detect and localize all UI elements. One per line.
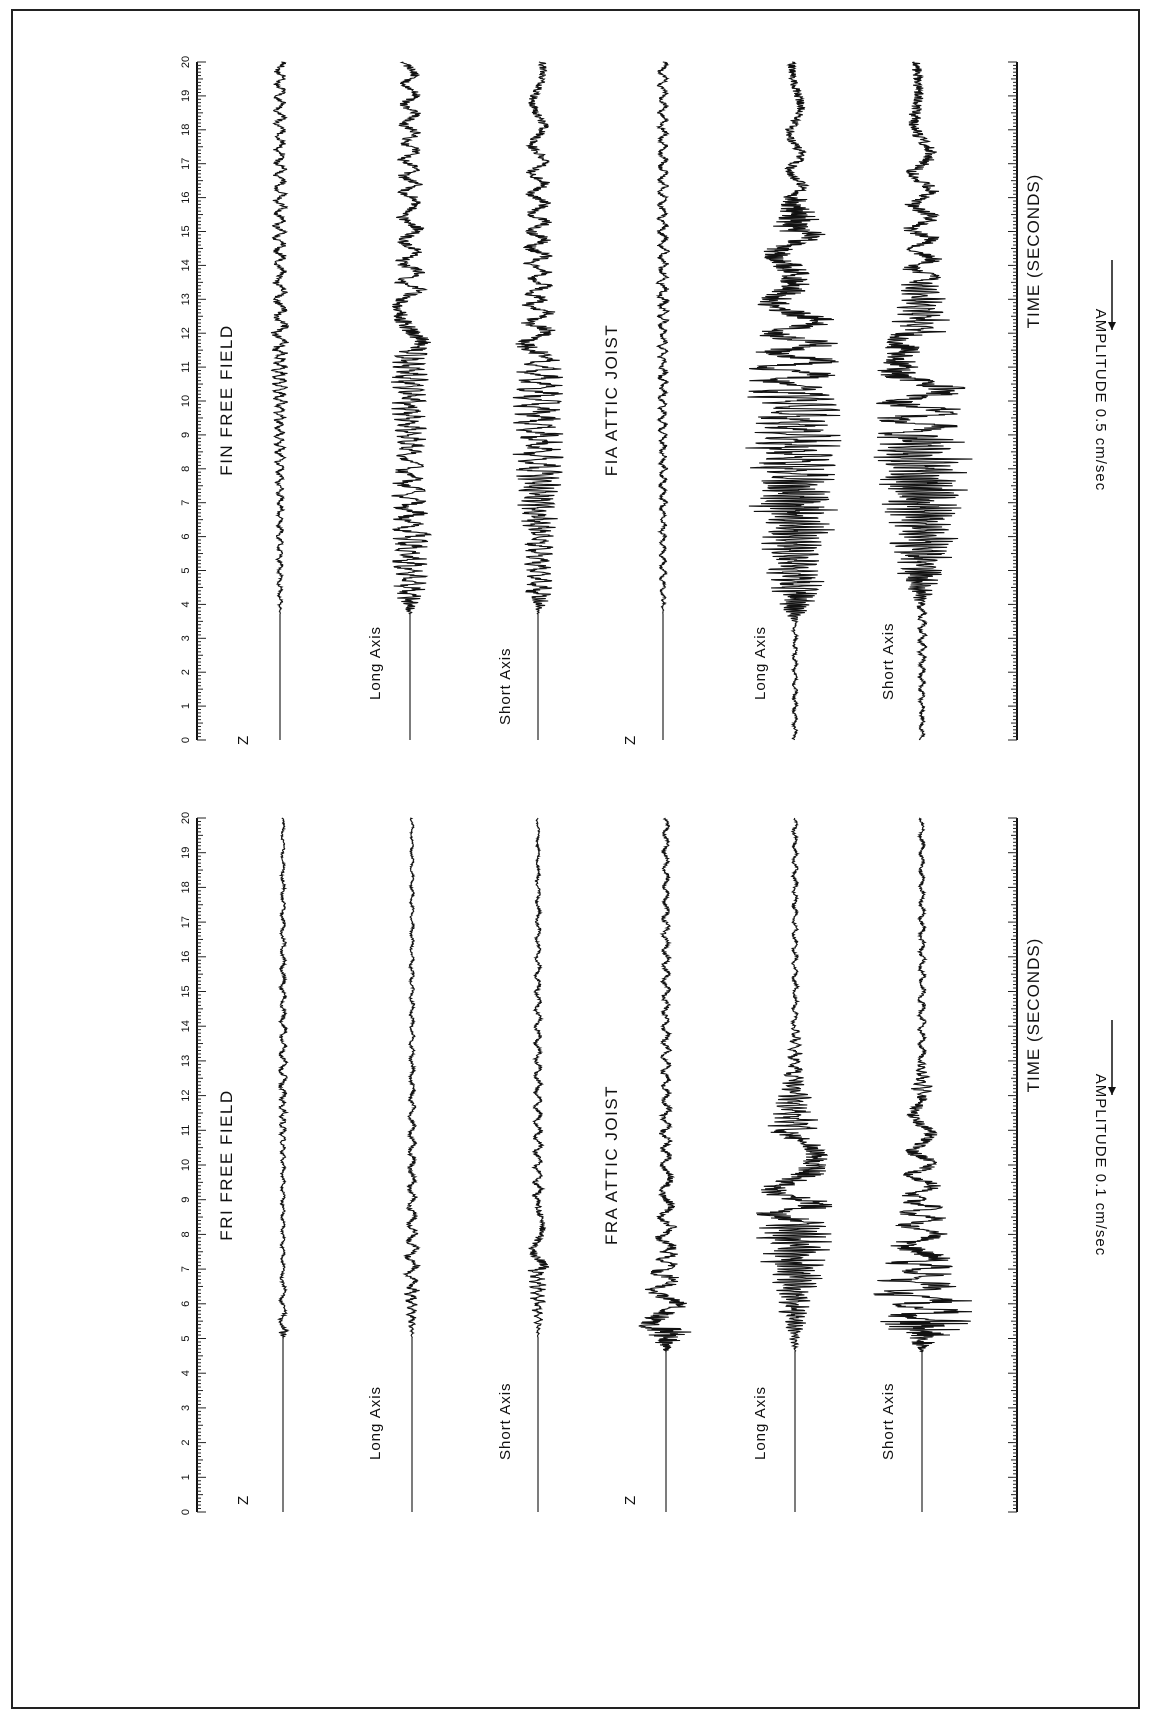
time-tick-label: 17 [180, 916, 192, 928]
time-tick-label: 9 [180, 1197, 192, 1203]
time-tick-label: 16 [180, 951, 192, 963]
time-tick-label: 14 [180, 259, 192, 271]
time-tick-label: 7 [180, 500, 192, 506]
amplitude-scale-arrowhead [1108, 322, 1116, 330]
amplitude-scale-label: AMPLITUDE 0.1 cm/sec [1092, 1074, 1109, 1257]
time-tick-label: 11 [180, 1125, 192, 1136]
trace-waveform [402, 817, 421, 1512]
trace-component-label: Z [622, 735, 639, 745]
time-axis-label: TIME (SECONDS) [1024, 174, 1043, 329]
time-tick-label: 13 [180, 293, 192, 305]
trace-waveform [390, 61, 433, 740]
time-tick-label: 19 [180, 847, 192, 859]
page-border [11, 9, 1140, 1709]
time-tick-label: 1 [180, 703, 192, 709]
time-tick-label: 8 [180, 466, 192, 472]
time-tick-label: 0 [180, 1509, 192, 1515]
time-tick-label: 2 [180, 1440, 192, 1446]
time-tick-label: 13 [180, 1055, 192, 1067]
time-tick-label: 3 [180, 1405, 192, 1411]
time-axis-label: TIME (SECONDS) [1024, 938, 1043, 1093]
trace-component-label: Z [235, 735, 252, 745]
time-tick-label: 15 [180, 985, 192, 997]
time-tick-label: 5 [180, 567, 192, 573]
trace-waveform [756, 817, 833, 1512]
trace-waveform [527, 817, 550, 1512]
time-tick-label: 20 [180, 56, 192, 68]
trace-component-label: Short Axis [880, 622, 897, 700]
time-tick-label: 17 [180, 158, 192, 170]
trace-component-label: Short Axis [880, 1382, 897, 1460]
time-tick-label: 3 [180, 635, 192, 641]
time-tick-label: 2 [180, 669, 192, 675]
time-tick-label: 19 [180, 90, 192, 102]
time-tick-label: 14 [180, 1020, 192, 1032]
trace-component-label: Short Axis [497, 647, 514, 725]
amplitude-scale-arrowhead [1108, 1087, 1116, 1095]
time-tick-label: 4 [180, 601, 192, 607]
trace-waveform [270, 61, 289, 740]
time-tick-label: 6 [180, 534, 192, 540]
trace-component-label: Long Axis [752, 626, 769, 700]
time-tick-label: 20 [180, 812, 192, 824]
time-tick-label: 4 [180, 1370, 192, 1376]
time-tick-label: 10 [180, 1159, 192, 1171]
trace-component-label: Long Axis [752, 1386, 769, 1460]
time-tick-label: 7 [180, 1266, 192, 1272]
time-tick-label: 6 [180, 1301, 192, 1307]
time-tick-label: 16 [180, 191, 192, 203]
time-tick-label: 18 [180, 881, 192, 893]
trace-component-label: Z [622, 1495, 639, 1505]
station-name-label: FRA ATTIC JOIST [602, 1085, 621, 1245]
trace-waveform [655, 61, 671, 740]
time-tick-label: 8 [180, 1231, 192, 1237]
trace-component-label: Long Axis [367, 626, 384, 700]
trace-waveform [277, 817, 290, 1512]
trace-waveform [745, 61, 842, 741]
station-name-label: FRI FREE FIELD [217, 1089, 236, 1240]
trace-waveform [873, 817, 973, 1512]
time-tick-label: 9 [180, 432, 192, 438]
time-tick-label: 11 [180, 361, 192, 372]
trace-component-label: Short Axis [497, 1382, 514, 1460]
trace-component-label: Long Axis [367, 1386, 384, 1460]
time-tick-label: 5 [180, 1335, 192, 1341]
time-tick-label: 12 [180, 1089, 192, 1101]
time-tick-label: 15 [180, 225, 192, 237]
amplitude-scale-label: AMPLITUDE 0.5 cm/sec [1092, 309, 1109, 492]
time-tick-label: 18 [180, 124, 192, 136]
trace-waveform [512, 61, 564, 740]
time-tick-label: 1 [180, 1474, 192, 1480]
time-tick-label: 0 [180, 737, 192, 743]
station-name-label: FIN FREE FIELD [217, 324, 236, 475]
trace-waveform [873, 61, 973, 741]
time-tick-label: 10 [180, 395, 192, 407]
trace-component-label: Z [235, 1495, 252, 1505]
time-tick-label: 12 [180, 327, 192, 339]
trace-waveform [638, 817, 692, 1512]
station-name-label: FIA ATTIC JOIST [602, 324, 621, 477]
